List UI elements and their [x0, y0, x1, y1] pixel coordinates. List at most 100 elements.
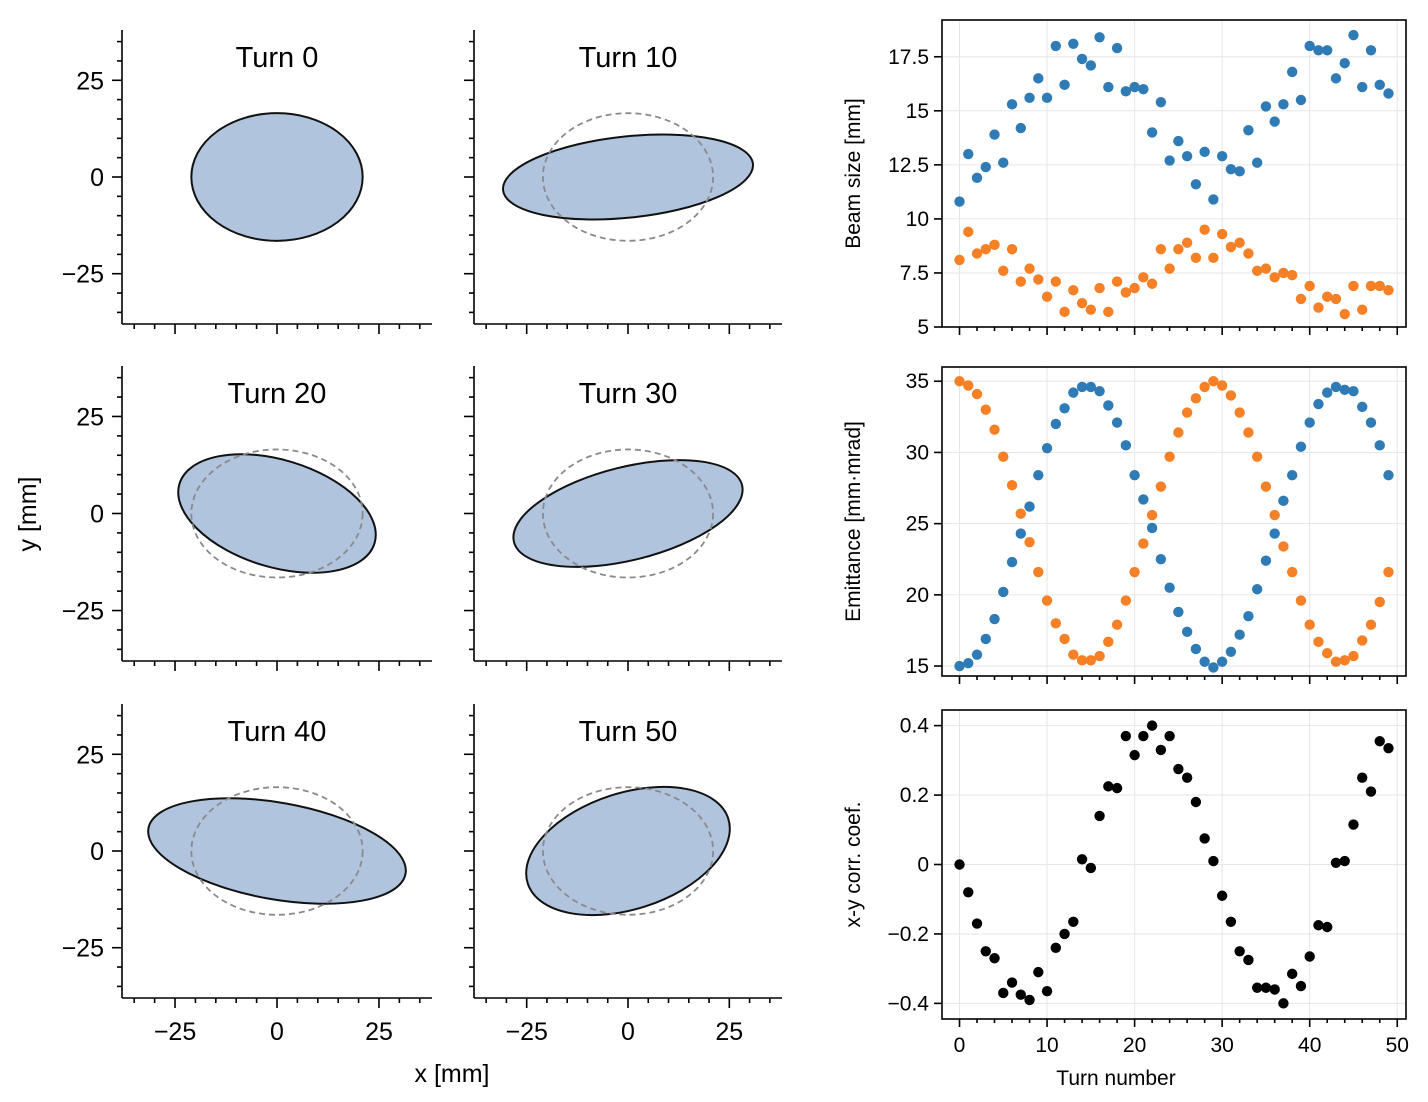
data-point [1348, 386, 1359, 397]
data-point [1295, 94, 1307, 106]
phase-panel-20: −25 0 25 Turn 20 [62, 366, 432, 671]
data-point [1225, 241, 1237, 253]
y-tick-label: −25 [62, 598, 104, 626]
data-point [1033, 274, 1044, 285]
data-point [1173, 606, 1184, 618]
data-point [1181, 237, 1193, 248]
data-point [1251, 157, 1263, 168]
data-point [1111, 276, 1123, 287]
y-tick-label: −0.4 [888, 992, 930, 1015]
data-point [1190, 643, 1202, 655]
data-point [1129, 470, 1140, 481]
data-point [1330, 656, 1342, 667]
data-point [1146, 278, 1158, 289]
data-point [1068, 387, 1079, 398]
data-point [1374, 79, 1385, 91]
data-point [1374, 736, 1385, 747]
beam-ellipse [525, 785, 731, 917]
data-point [1120, 287, 1132, 298]
data-point [1033, 73, 1044, 84]
data-point [1348, 650, 1359, 662]
data-point [1033, 966, 1044, 978]
x-axis-label: Turn number [1056, 1067, 1175, 1090]
reference-ellipse [541, 786, 715, 916]
data-point [1260, 481, 1272, 492]
data-point [1015, 122, 1026, 134]
y-tick-label: 0.2 [900, 784, 929, 807]
data-point [1138, 494, 1149, 505]
data-point [998, 451, 1009, 462]
data-point [1041, 986, 1053, 997]
data-point [963, 887, 974, 898]
data-point [1313, 302, 1324, 313]
data-point [1103, 781, 1114, 792]
data-point [1339, 308, 1350, 320]
data-point [1339, 384, 1350, 395]
data-point [1313, 920, 1324, 931]
data-point [1295, 293, 1307, 305]
data-point [1322, 45, 1333, 56]
data-point [1199, 656, 1210, 667]
data-point [1322, 648, 1333, 659]
data-point [998, 157, 1009, 168]
x-tick-label: 0 [954, 1034, 966, 1057]
data-point [1103, 636, 1114, 648]
panel-title: Turn 10 [579, 42, 678, 74]
data-point [1164, 451, 1175, 462]
data-point [1129, 749, 1140, 761]
panel-title: Turn 30 [579, 378, 678, 410]
y-tick-label: 0 [90, 501, 104, 529]
data-point [1120, 440, 1132, 451]
data-point [1330, 381, 1342, 393]
phase-panel-10: Turn 10 [464, 30, 782, 334]
data-point [954, 859, 965, 870]
data-point [954, 196, 965, 207]
data-point [1286, 66, 1298, 78]
y-tick-label: 15 [906, 100, 929, 123]
data-point [1269, 984, 1280, 995]
data-point [1348, 280, 1359, 292]
data-point [1208, 662, 1219, 673]
data-point [1050, 276, 1062, 287]
phase-panel-40: −25 0 25 −25 0 25 Turn 40 [62, 704, 432, 1046]
data-point [1006, 99, 1018, 110]
data-point [963, 226, 974, 238]
data-point [1251, 583, 1263, 595]
data-point [1050, 942, 1062, 954]
data-point [1225, 163, 1237, 175]
data-point [1173, 243, 1184, 255]
data-point [1304, 951, 1315, 962]
data-point [1269, 272, 1280, 283]
data-point [1050, 418, 1062, 430]
data-point [1278, 495, 1289, 507]
data-point [1094, 386, 1105, 397]
data-point [1059, 633, 1070, 645]
data-point [1076, 655, 1088, 666]
data-point [1304, 40, 1315, 52]
y-axis-label: Emittance [mm·mrad] [842, 421, 865, 622]
data-point [1181, 626, 1193, 638]
data-point [1251, 982, 1263, 993]
data-point [1111, 782, 1123, 794]
data-point [1295, 441, 1307, 452]
x-tick-label: 40 [1298, 1034, 1321, 1057]
y-tick-label: 5 [917, 316, 929, 339]
data-point [1225, 916, 1237, 927]
data-point [980, 243, 991, 255]
data-point [1111, 417, 1123, 428]
data-point [1050, 40, 1062, 52]
data-point [1365, 45, 1377, 56]
x-tick-label: 0 [270, 1018, 284, 1046]
data-point [971, 172, 983, 184]
data-point [980, 404, 991, 415]
data-point [1085, 381, 1097, 393]
data-point [1155, 481, 1167, 492]
shared-y-axis-label: y [mm] [14, 477, 42, 552]
data-point [1278, 267, 1289, 279]
x-tick-label: 25 [715, 1018, 743, 1046]
data-point [1094, 650, 1105, 662]
panel-title: Turn 40 [228, 716, 327, 748]
data-point [971, 649, 983, 660]
data-point [1068, 649, 1079, 660]
data-point [1216, 228, 1228, 240]
